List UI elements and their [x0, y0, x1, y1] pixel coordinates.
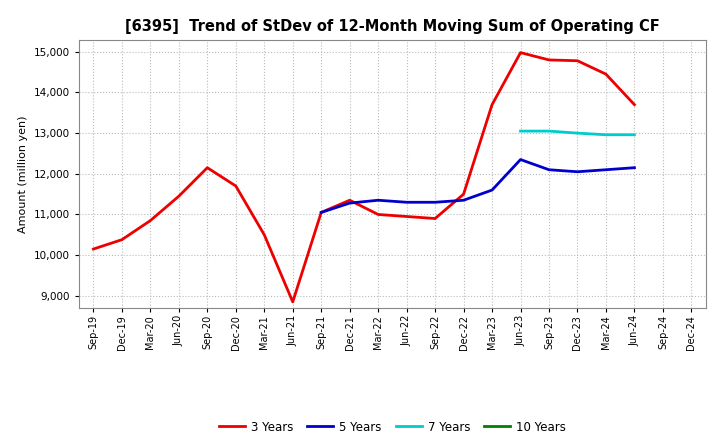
5 Years — [374, 198, 382, 203]
Title: [6395]  Trend of StDev of 12-Month Moving Sum of Operating CF: [6395] Trend of StDev of 12-Month Moving… — [125, 19, 660, 34]
3 Years — [516, 50, 525, 55]
5 Years — [459, 198, 468, 203]
7 Years — [573, 131, 582, 136]
Line: 3 Years: 3 Years — [94, 53, 634, 302]
3 Years — [117, 237, 126, 242]
Line: 5 Years: 5 Years — [321, 160, 634, 213]
5 Years — [602, 167, 611, 172]
3 Years — [203, 165, 212, 170]
5 Years — [317, 210, 325, 215]
5 Years — [346, 201, 354, 206]
Legend: 3 Years, 5 Years, 7 Years, 10 Years: 3 Years, 5 Years, 7 Years, 10 Years — [214, 416, 571, 438]
5 Years — [573, 169, 582, 174]
3 Years — [374, 212, 382, 217]
3 Years — [573, 58, 582, 63]
7 Years — [516, 128, 525, 134]
3 Years — [174, 194, 183, 199]
5 Years — [545, 167, 554, 172]
5 Years — [402, 200, 411, 205]
7 Years — [545, 128, 554, 134]
3 Years — [89, 246, 98, 252]
3 Years — [346, 198, 354, 203]
3 Years — [431, 216, 439, 221]
3 Years — [630, 102, 639, 107]
Y-axis label: Amount (million yen): Amount (million yen) — [19, 115, 29, 233]
5 Years — [630, 165, 639, 170]
3 Years — [146, 218, 155, 223]
5 Years — [487, 187, 496, 193]
5 Years — [431, 200, 439, 205]
3 Years — [459, 191, 468, 197]
3 Years — [317, 210, 325, 215]
3 Years — [402, 214, 411, 219]
3 Years — [602, 72, 611, 77]
3 Years — [232, 183, 240, 189]
3 Years — [289, 299, 297, 304]
3 Years — [260, 232, 269, 238]
Line: 7 Years: 7 Years — [521, 131, 634, 135]
3 Years — [545, 57, 554, 62]
5 Years — [516, 157, 525, 162]
7 Years — [630, 132, 639, 137]
3 Years — [487, 102, 496, 107]
7 Years — [602, 132, 611, 137]
